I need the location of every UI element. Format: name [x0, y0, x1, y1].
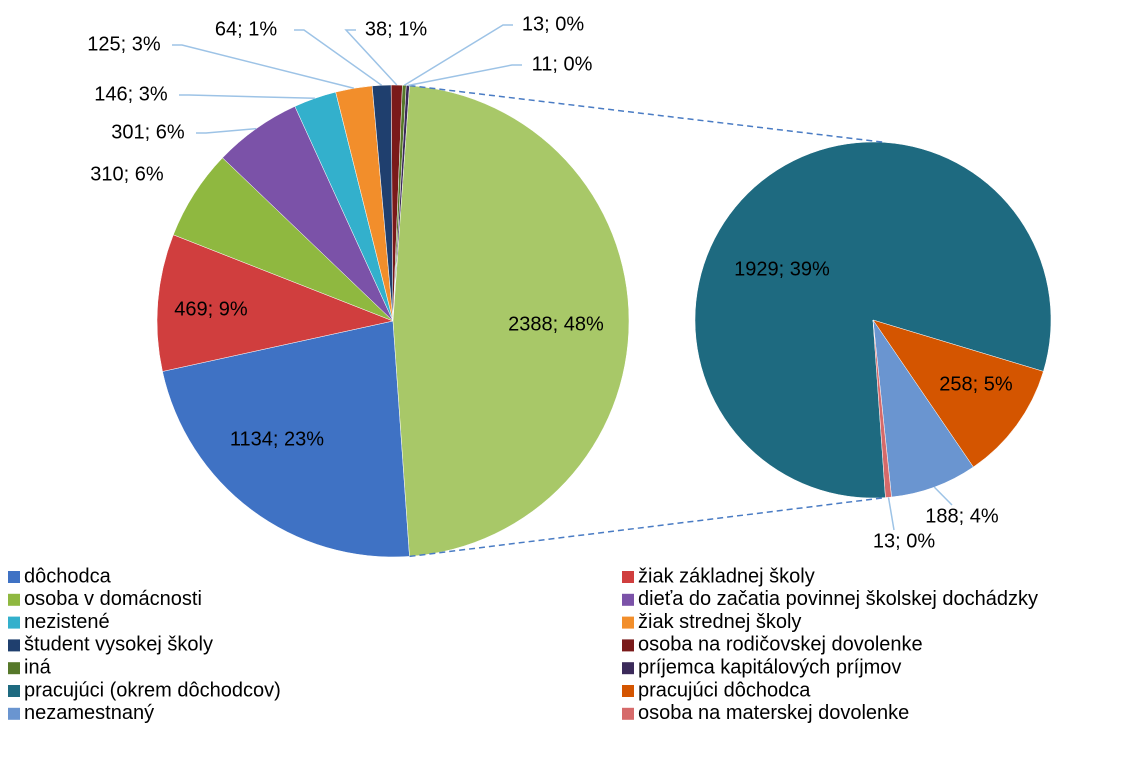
data-label: 11; 0%	[532, 53, 593, 75]
data-label: 13; 0%	[873, 530, 935, 552]
data-label: 146; 3%	[94, 83, 168, 105]
legend-label: nezistené	[24, 611, 110, 633]
pie-slice	[162, 320, 410, 558]
legend-label: príjemca kapitálových príjmov	[638, 656, 901, 678]
pie-slice	[156, 234, 394, 372]
leader-line	[344, 29, 398, 86]
legend-swatch	[8, 571, 20, 583]
leader-line	[294, 29, 383, 86]
legend-swatch	[8, 616, 20, 629]
data-label: 188; 4%	[925, 505, 999, 527]
pie-slice	[392, 85, 630, 557]
legend-swatch	[8, 639, 20, 652]
leader-line	[196, 127, 257, 134]
legend-swatch	[622, 639, 634, 652]
data-label: 258; 5%	[939, 373, 1013, 395]
leader-line	[179, 94, 315, 100]
legend-swatch	[8, 662, 20, 675]
data-label: 13; 0%	[522, 13, 584, 35]
legend-label: osoba na rodičovskej dovolenke	[638, 634, 923, 656]
leader-line	[887, 497, 895, 531]
data-label: 64; 1%	[215, 18, 277, 40]
legend-label: osoba na materskej dovolenke	[638, 702, 909, 724]
data-label: 38; 1%	[365, 18, 427, 40]
pie-slice	[872, 319, 1044, 468]
pie-slice	[872, 319, 892, 498]
legend-label: žiak strednej školy	[638, 611, 801, 633]
leader-line	[933, 486, 953, 506]
data-label: 1929; 39%	[734, 258, 830, 280]
legend-swatch	[622, 707, 634, 720]
data-label: 1134; 23%	[230, 428, 324, 450]
legend-swatch	[622, 685, 634, 697]
legend-swatch	[622, 616, 634, 629]
leader-line	[407, 64, 522, 87]
legend-swatch	[8, 685, 20, 697]
legend-label: nezamestnaný	[24, 702, 154, 724]
legend-label: študent vysokej školy	[24, 634, 213, 656]
data-label: 2388; 48%	[508, 313, 604, 335]
data-label: 301; 6%	[111, 121, 185, 143]
legend-label: dôchodca	[24, 565, 112, 587]
legend-label: žiak základnej školy	[638, 565, 815, 587]
legend-swatch	[622, 662, 634, 675]
data-label: 469; 9%	[174, 298, 248, 320]
legend-swatch	[622, 571, 634, 583]
data-label: 125; 3%	[87, 33, 161, 55]
legend-label: iná	[24, 656, 52, 678]
legend-label: pracujúci dôchodca	[638, 679, 811, 701]
legend-label: pracujúci (okrem dôchodcov)	[24, 679, 281, 701]
legend-label: osoba v domácnosti	[24, 588, 202, 610]
leader-line	[403, 24, 513, 86]
legend-label: dieťa do začatia povinnej školskej dochá…	[638, 588, 1038, 610]
legend-swatch	[8, 707, 20, 720]
leader-line	[172, 44, 354, 90]
legend-swatch	[622, 593, 634, 606]
data-label: 310; 6%	[90, 163, 164, 185]
legend-swatch	[8, 593, 20, 606]
